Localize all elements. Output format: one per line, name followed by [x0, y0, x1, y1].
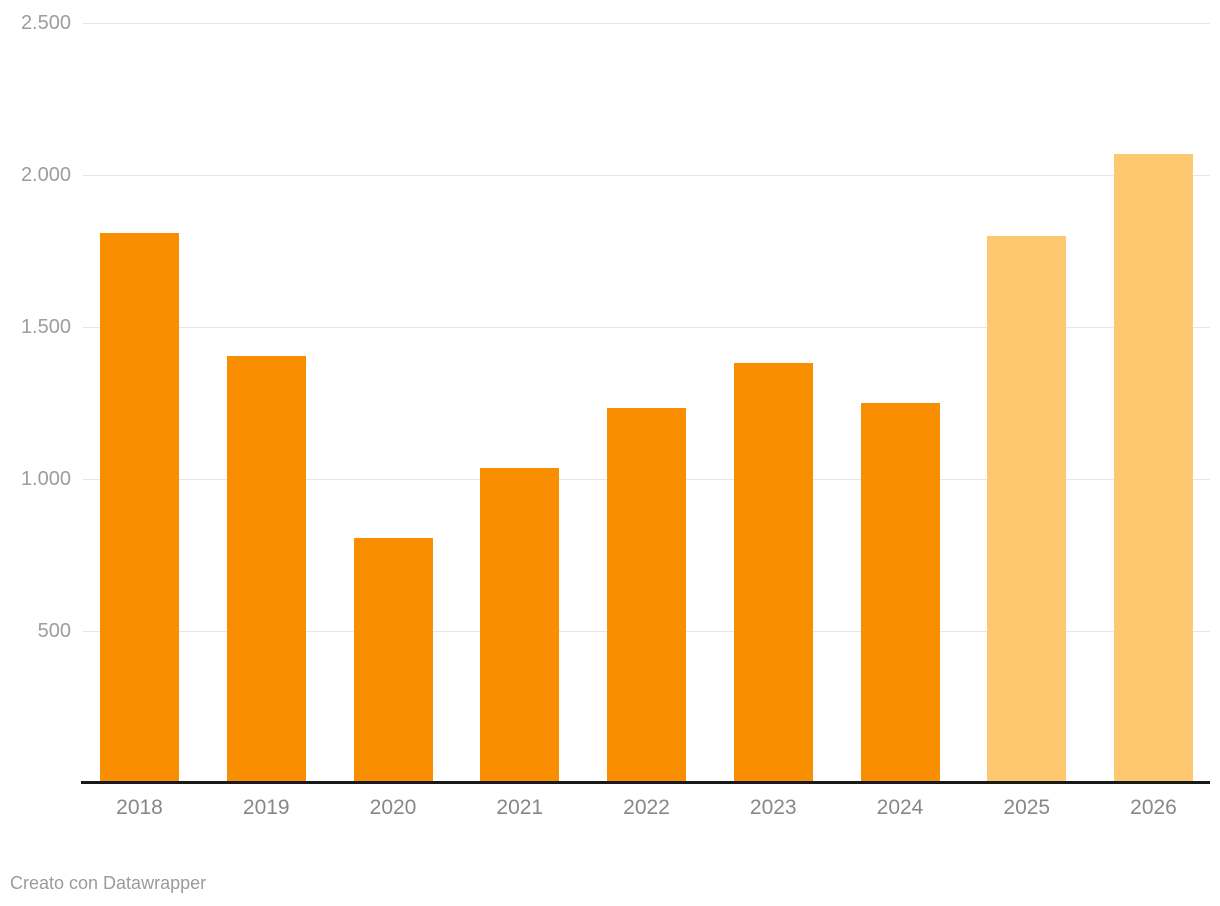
x-axis-tick-label: 2026	[1130, 796, 1177, 819]
x-axis-tick-label: 2019	[242, 796, 290, 819]
x-axis-tick-label: 2024	[876, 796, 924, 819]
bar-2019[interactable]	[226, 355, 306, 783]
x-axis-tick-label: 2021	[496, 796, 544, 819]
column-chart: 500 1.000 1.500 2.000 2.500 2018 2019 2020 2021…	[20, 12, 1210, 819]
footer: Creato con Datawrapper	[10, 870, 206, 896]
gridline	[83, 23, 1210, 24]
x-axis-tick-label: 2022	[623, 796, 670, 819]
y-axis-tick-label: 2.500	[20, 12, 71, 34]
bar-2024[interactable]	[860, 403, 940, 783]
y-axis-tick-label: 500	[37, 620, 71, 642]
y-axis-tick-label: 2.000	[20, 164, 71, 186]
x-axis-tick-label: 2023	[749, 796, 797, 819]
bar-2023[interactable]	[733, 363, 813, 783]
gridline	[83, 327, 1210, 328]
y-axis-tick-label: 1.500	[20, 316, 71, 338]
y-axis-tick-label: 1.000	[20, 468, 71, 490]
x-axis-tick-label: 2025	[1003, 796, 1051, 819]
gridline	[83, 175, 1210, 176]
bar-2022[interactable]	[607, 407, 686, 783]
x-axis-tick-label: 2018	[116, 796, 163, 819]
x-axis-baseline	[81, 781, 1210, 784]
x-axis-tick-label: 2020	[369, 796, 417, 819]
bar-2021[interactable]	[480, 468, 560, 783]
bar-2018[interactable]	[100, 232, 179, 783]
bar-2025[interactable]	[987, 235, 1067, 783]
bar-2026[interactable]	[1114, 153, 1193, 783]
bar-2020[interactable]	[353, 538, 433, 783]
datawrapper-credit-link[interactable]: Creato con Datawrapper	[10, 872, 207, 893]
